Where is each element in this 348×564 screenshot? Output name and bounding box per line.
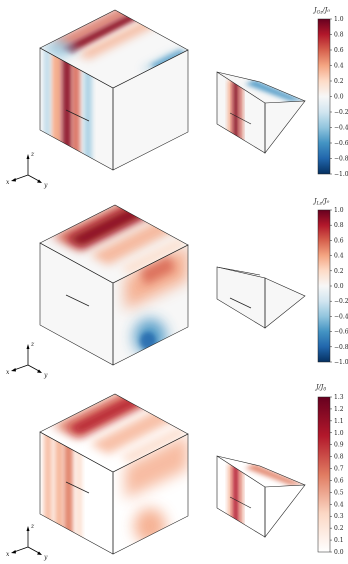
colorbar-tick-label: −0.2 — [334, 298, 348, 305]
colorbar — [317, 209, 331, 363]
marker-line — [65, 109, 90, 122]
axis-z-label: z — [30, 341, 35, 348]
colorbar-tick-label: −1.0 — [334, 171, 348, 178]
marker-line — [65, 294, 90, 307]
panel-2: z x y JLz/J₀ 1.0 0.8 0.6 0.4 0.2 0.0 −0.2 −0.4 −… — [6, 197, 348, 379]
colorbar-tick-label: 0.4 — [334, 253, 344, 260]
panel-3: z x y J/J0 1.3 1.2 1.1 1.0 0.9 0.8 0.7 0.6 0.5 0.… — [6, 383, 344, 561]
axis-z-label: z — [30, 151, 35, 158]
colorbar-ticks: 1.3 1.2 1.1 1.0 0.9 0.8 0.7 0.6 0.5 0.4 0.3 0.2 0.1 0… — [330, 394, 344, 556]
colorbar-tick-label: 0.0 — [334, 549, 344, 556]
axis-y-label: y — [43, 372, 48, 379]
colorbar-tick-label: −0.4 — [334, 313, 348, 320]
marker-line — [65, 481, 90, 494]
axes-triad — [11, 526, 42, 555]
colorbar-tick-label: 1.1 — [334, 418, 344, 425]
wedge-field — [228, 464, 243, 537]
left-face-field — [44, 48, 92, 170]
wedge-right-face — [265, 278, 305, 328]
colorbar-tick-label: 1.2 — [334, 406, 344, 413]
right-face-field — [125, 245, 188, 355]
wedge-top-field — [245, 80, 305, 101]
colorbar — [317, 396, 331, 553]
colorbar-tick-label: 0.6 — [334, 477, 344, 484]
axis-y-label: y — [43, 554, 48, 561]
colorbar-tick-label: 1.0 — [334, 16, 344, 23]
colorbar-tick-label: 1.0 — [334, 207, 344, 214]
colorbar-tick-label: 0.4 — [334, 63, 344, 70]
colorbar-label: JGz/J₀ — [312, 6, 330, 16]
colorbar-tick-label: 0.6 — [334, 237, 344, 244]
top-face-field — [52, 205, 188, 275]
wedge-top-field — [245, 464, 305, 485]
colorbar-ticks: 1.0 0.8 0.6 0.4 0.2 0.0 −0.2 −0.4 −0.6 −0.8 −1.0 — [330, 207, 348, 366]
colorbar-tick-label: −0.4 — [334, 125, 348, 132]
colorbar-tick-label: −0.6 — [334, 329, 348, 336]
axis-x-label: x — [6, 179, 10, 186]
colorbar-tick-label: 0.6 — [334, 47, 344, 54]
colorbar-label: JLz/J₀ — [312, 197, 330, 207]
axes-triad — [11, 154, 42, 183]
cube-left-face — [40, 243, 113, 365]
colorbar-tick-label: 0.1 — [334, 537, 344, 544]
colorbar-tick-label: 0.0 — [334, 283, 344, 290]
colorbar-tick-label: −0.6 — [334, 140, 348, 147]
colorbar-tick-label: −0.8 — [334, 156, 348, 163]
axis-x-label: x — [6, 551, 10, 558]
cube-right-face — [113, 50, 188, 170]
axis-x-label: x — [6, 369, 10, 376]
colorbar-tick-label: −0.8 — [334, 344, 348, 351]
colorbar-tick-label: 1.0 — [334, 430, 344, 437]
colorbar-tick-label: 0.2 — [334, 525, 344, 532]
colorbar-tick-label: 0.0 — [334, 94, 344, 101]
colorbar-tick-label: 0.9 — [334, 442, 344, 449]
colorbar-tick-label: 0.2 — [334, 268, 344, 275]
wedge-left-face — [217, 267, 265, 328]
colorbar-tick-label: 0.5 — [334, 489, 344, 496]
colorbar-tick-label: −1.0 — [334, 359, 348, 366]
wedge-field — [228, 80, 243, 153]
left-face-field — [44, 432, 82, 554]
colorbar — [317, 18, 331, 175]
colorbar-tick-label: 0.8 — [334, 454, 344, 461]
colorbar-tick-label: 0.4 — [334, 501, 344, 508]
colorbar-tick-label: −0.2 — [334, 109, 348, 116]
top-face-field — [52, 394, 188, 464]
colorbar-tick-label: 0.8 — [334, 222, 344, 229]
cube-edges — [39, 9, 189, 171]
axis-z-label: z — [30, 523, 35, 530]
colorbar-tick-label: 0.3 — [334, 513, 344, 520]
axes-triad — [11, 344, 42, 373]
panel-1: z x y JGz/J₀ 1.0 0.8 0.6 0.4 0.2 0.0 −0.2 −0.4 −… — [6, 6, 348, 189]
colorbar-tick-label: 0.7 — [334, 466, 344, 473]
colorbar-ticks: 1.0 0.8 0.6 0.4 0.2 0.0 −0.2 −0.4 −0.6 −0.8 −1.0 — [330, 16, 348, 178]
axis-y-label: y — [43, 182, 48, 189]
colorbar-label: J/J0 — [314, 383, 326, 393]
colorbar-tick-label: 0.8 — [334, 32, 344, 39]
colorbar-tick-label: 1.3 — [334, 394, 344, 401]
colorbar-tick-label: 0.2 — [334, 78, 344, 85]
